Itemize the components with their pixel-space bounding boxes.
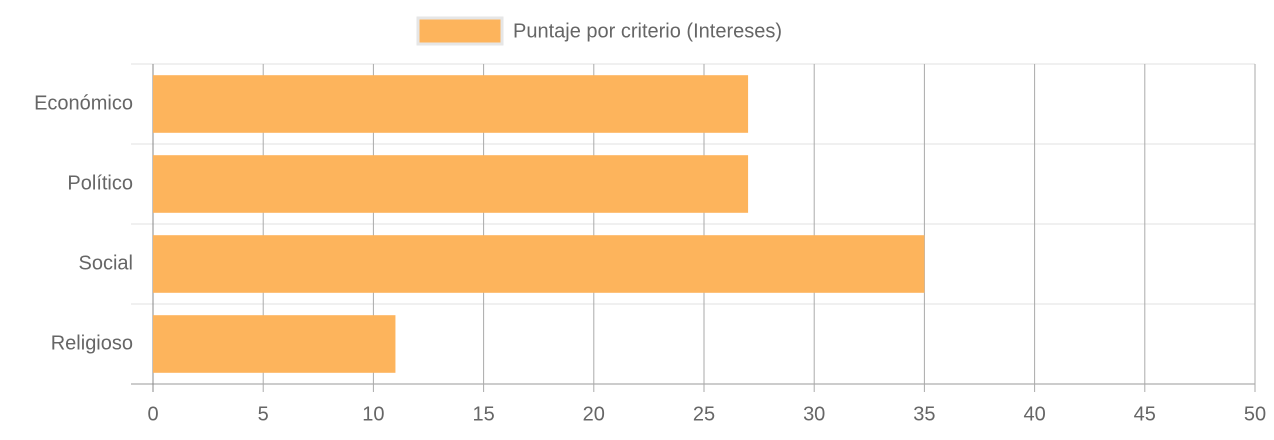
x-tick-label: 15: [472, 403, 494, 425]
y-tick-label: Social: [79, 252, 133, 274]
x-tick-label: 35: [913, 403, 935, 425]
legend-label: Puntaje por criterio (Intereses): [513, 20, 782, 42]
x-tick-label: 5: [258, 403, 269, 425]
y-tick-label: Religioso: [51, 332, 133, 354]
bar: [153, 235, 925, 293]
legend-swatch: [416, 16, 504, 46]
x-tick-label: 30: [803, 403, 825, 425]
x-tick-label: 40: [1023, 403, 1045, 425]
bar: [153, 75, 749, 133]
y-tick-label: Político: [67, 172, 133, 194]
y-tick-label: Económico: [34, 92, 133, 114]
bar: [153, 315, 396, 373]
x-tick-label: 25: [693, 403, 715, 425]
x-tick-label: 10: [362, 403, 384, 425]
x-tick-label: 45: [1134, 403, 1156, 425]
bar: [153, 155, 749, 213]
x-tick-label: 50: [1244, 403, 1266, 425]
x-tick-label: 20: [583, 403, 605, 425]
x-tick-label: 0: [147, 403, 158, 425]
